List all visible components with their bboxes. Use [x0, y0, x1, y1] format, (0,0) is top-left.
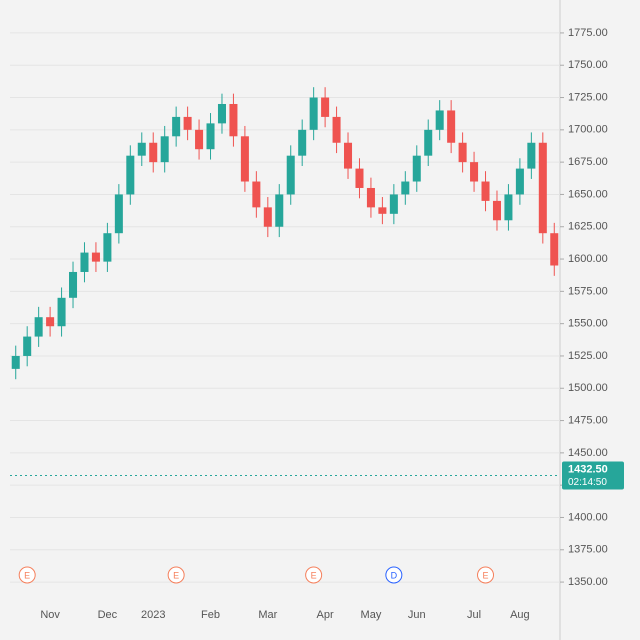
- candle-body: [332, 116, 341, 143]
- x-tick-label: Jul: [467, 609, 481, 621]
- y-tick-label: 1625.00: [568, 221, 608, 233]
- candle-body: [103, 233, 112, 262]
- x-tick-label: May: [361, 609, 382, 621]
- x-tick-label: Jun: [408, 609, 426, 621]
- y-tick-label: 1500.00: [568, 382, 608, 394]
- x-tick-label: Aug: [510, 609, 530, 621]
- y-tick-label: 1575.00: [568, 285, 608, 297]
- candle-body: [286, 155, 295, 195]
- candle-body: [401, 181, 410, 195]
- candle-body: [550, 233, 559, 266]
- y-tick-label: 1525.00: [568, 350, 608, 362]
- candle-body: [366, 187, 375, 208]
- candle-body: [263, 207, 272, 227]
- x-tick-label: Nov: [40, 609, 60, 621]
- y-tick-label: 1775.00: [568, 27, 608, 39]
- y-tick-label: 1700.00: [568, 124, 608, 136]
- candle-body: [309, 97, 318, 130]
- candle-body: [46, 317, 55, 327]
- candle-body: [114, 194, 123, 234]
- event-label: E: [173, 570, 179, 580]
- candle-body: [34, 317, 43, 337]
- event-marker[interactable]: [167, 566, 185, 584]
- candle-body: [389, 194, 398, 214]
- candle-body: [355, 168, 364, 188]
- candle-body: [149, 142, 158, 163]
- y-tick-label: 1675.00: [568, 156, 608, 168]
- candle-body: [229, 103, 238, 137]
- event-label: E: [483, 570, 489, 580]
- candle-body: [11, 355, 20, 369]
- candle-body: [252, 181, 261, 208]
- candle-body: [412, 155, 421, 182]
- y-tick-label: 1750.00: [568, 59, 608, 71]
- y-tick-label: 1350.00: [568, 576, 608, 588]
- x-tick-label: 2023: [141, 609, 165, 621]
- y-tick-label: 1475.00: [568, 414, 608, 426]
- candle-body: [298, 129, 307, 156]
- candle-body: [217, 103, 226, 124]
- candle-body: [195, 129, 204, 150]
- candle-body: [447, 110, 456, 143]
- candle-body: [424, 129, 433, 156]
- y-tick-label: 1650.00: [568, 188, 608, 200]
- candle-body: [57, 297, 66, 327]
- x-tick-label: Apr: [317, 609, 334, 621]
- candle-body: [504, 194, 513, 221]
- candle-body: [91, 252, 100, 262]
- candle-body: [69, 271, 78, 298]
- candle-body: [435, 110, 444, 130]
- candle-body: [344, 142, 353, 169]
- event-marker[interactable]: [305, 566, 323, 584]
- y-tick-label: 1725.00: [568, 91, 608, 103]
- candle-body: [321, 97, 330, 117]
- candle-body: [492, 200, 501, 221]
- candle-body: [515, 168, 524, 195]
- candle-body: [240, 136, 249, 182]
- last-price-box: [562, 461, 624, 490]
- candle-body: [206, 123, 215, 150]
- candle-body: [126, 155, 135, 195]
- candle-body: [137, 142, 146, 156]
- event-label: E: [24, 570, 30, 580]
- candle-body: [470, 162, 479, 182]
- y-tick-label: 1550.00: [568, 318, 608, 330]
- event-marker[interactable]: [18, 566, 36, 584]
- x-tick-label: Mar: [258, 609, 277, 621]
- candle-body: [481, 181, 490, 201]
- event-marker[interactable]: [477, 566, 495, 584]
- candle-body: [80, 252, 89, 272]
- candle-body: [23, 336, 32, 356]
- y-tick-label: 1600.00: [568, 253, 608, 265]
- event-label: D: [391, 570, 398, 580]
- event-marker[interactable]: [385, 566, 403, 584]
- last-price-timer: 02:14:50: [568, 477, 607, 488]
- last-price-label: 1432.50: [568, 463, 608, 475]
- x-tick-label: Dec: [98, 609, 118, 621]
- candle-body: [527, 142, 536, 169]
- x-tick-label: Feb: [201, 609, 220, 621]
- candle-body: [378, 207, 387, 214]
- event-label: E: [311, 570, 317, 580]
- candle-body: [458, 142, 467, 163]
- y-tick-label: 1450.00: [568, 447, 608, 459]
- candle-body: [183, 116, 192, 130]
- candle-body: [160, 136, 169, 163]
- candle-body: [538, 142, 547, 234]
- y-tick-label: 1400.00: [568, 511, 608, 523]
- candle-body: [172, 116, 181, 137]
- y-tick-label: 1375.00: [568, 544, 608, 556]
- candle-body: [275, 194, 284, 227]
- axis-panel: [560, 0, 640, 640]
